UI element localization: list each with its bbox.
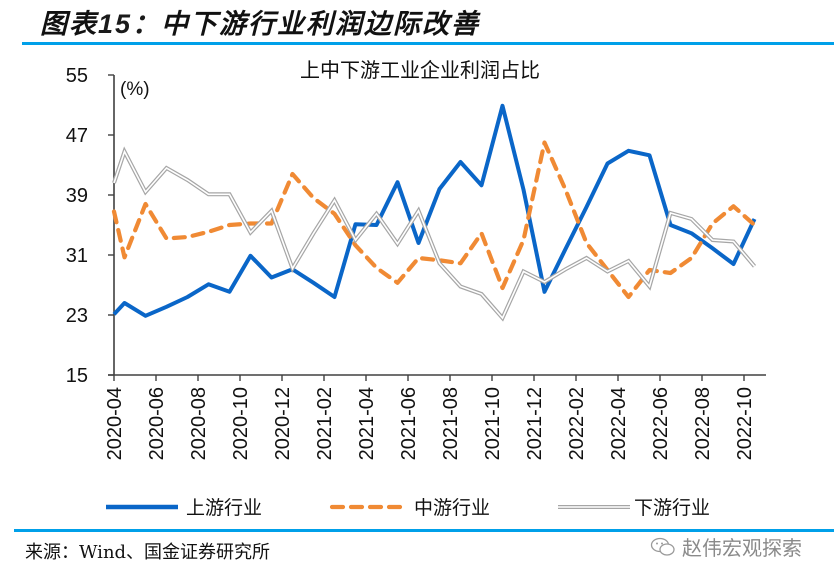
series-upstream [112, 103, 757, 318]
series-midstream [111, 140, 757, 300]
y-tick-label: 47 [66, 125, 88, 147]
legend-label: 下游行业 [634, 497, 710, 519]
x-tick-label: 2021-10 [482, 387, 504, 460]
x-tick-label: 2020-08 [188, 387, 210, 460]
wechat-icon [650, 537, 675, 556]
y-tick-label: 15 [66, 365, 88, 387]
y-axis: 15 23 31 39 47 55 [66, 65, 115, 387]
x-tick-label: 2022-10 [734, 387, 756, 460]
x-tick-label: 2021-12 [524, 387, 546, 460]
watermark: 赵伟宏观探索 [650, 532, 802, 561]
legend-label: 上游行业 [186, 497, 262, 519]
x-tick-label: 2022-04 [608, 387, 630, 460]
series-line-inner [113, 149, 756, 320]
y-tick-label: 23 [66, 305, 88, 327]
figure-title-prefix: 图表 [40, 9, 98, 40]
x-tick-label: 2020-10 [230, 387, 252, 460]
legend-item: 上游行业 [106, 497, 262, 519]
x-tick-label: 2021-06 [398, 387, 420, 460]
figure-title-number: 15： [98, 9, 162, 39]
series-downstream [112, 146, 757, 322]
source-note: 来源：Wind、国金证券研究所 [25, 542, 271, 563]
legend-label: 中游行业 [414, 497, 490, 519]
y-tick-label: 55 [66, 65, 88, 87]
top-divider [22, 42, 834, 45]
chart-title: 上中下游工业企业利润占比 [300, 58, 540, 82]
x-tick-label: 2022-08 [692, 387, 714, 460]
y-axis-unit-label: (%) [120, 79, 150, 100]
x-tick-label: 2021-04 [356, 387, 378, 460]
legend-item: 中游行业 [329, 497, 490, 519]
x-tick-label: 2021-02 [314, 387, 336, 460]
x-tick-label: 2022-06 [650, 387, 672, 460]
x-axis: 2020-04 2020-06 2020-08 2020-10 2020-12 2021-… [104, 374, 766, 460]
series-line [112, 146, 757, 322]
watermark-text: 赵伟宏观探索 [682, 536, 802, 560]
y-tick-label: 31 [66, 245, 88, 267]
bottom-divider [14, 529, 834, 532]
series-line [111, 140, 757, 300]
series-layer [111, 103, 757, 322]
x-tick-label: 2020-12 [272, 387, 294, 460]
figure-title-text: 中下游行业利润边际改善 [161, 9, 481, 40]
figure-title: 图表15：中下游行业利润边际改善 [40, 2, 480, 41]
y-tick-label: 39 [66, 185, 88, 207]
x-tick-label: 2022-02 [566, 387, 588, 460]
x-tick-label: 2020-06 [146, 387, 168, 460]
legend-item: 下游行业 [558, 497, 710, 519]
series-line [112, 103, 757, 318]
legend: 上游行业 中游行业 下游行业 [106, 497, 710, 519]
x-tick-label: 2021-08 [440, 387, 462, 460]
x-tick-label: 2020-04 [104, 387, 126, 460]
